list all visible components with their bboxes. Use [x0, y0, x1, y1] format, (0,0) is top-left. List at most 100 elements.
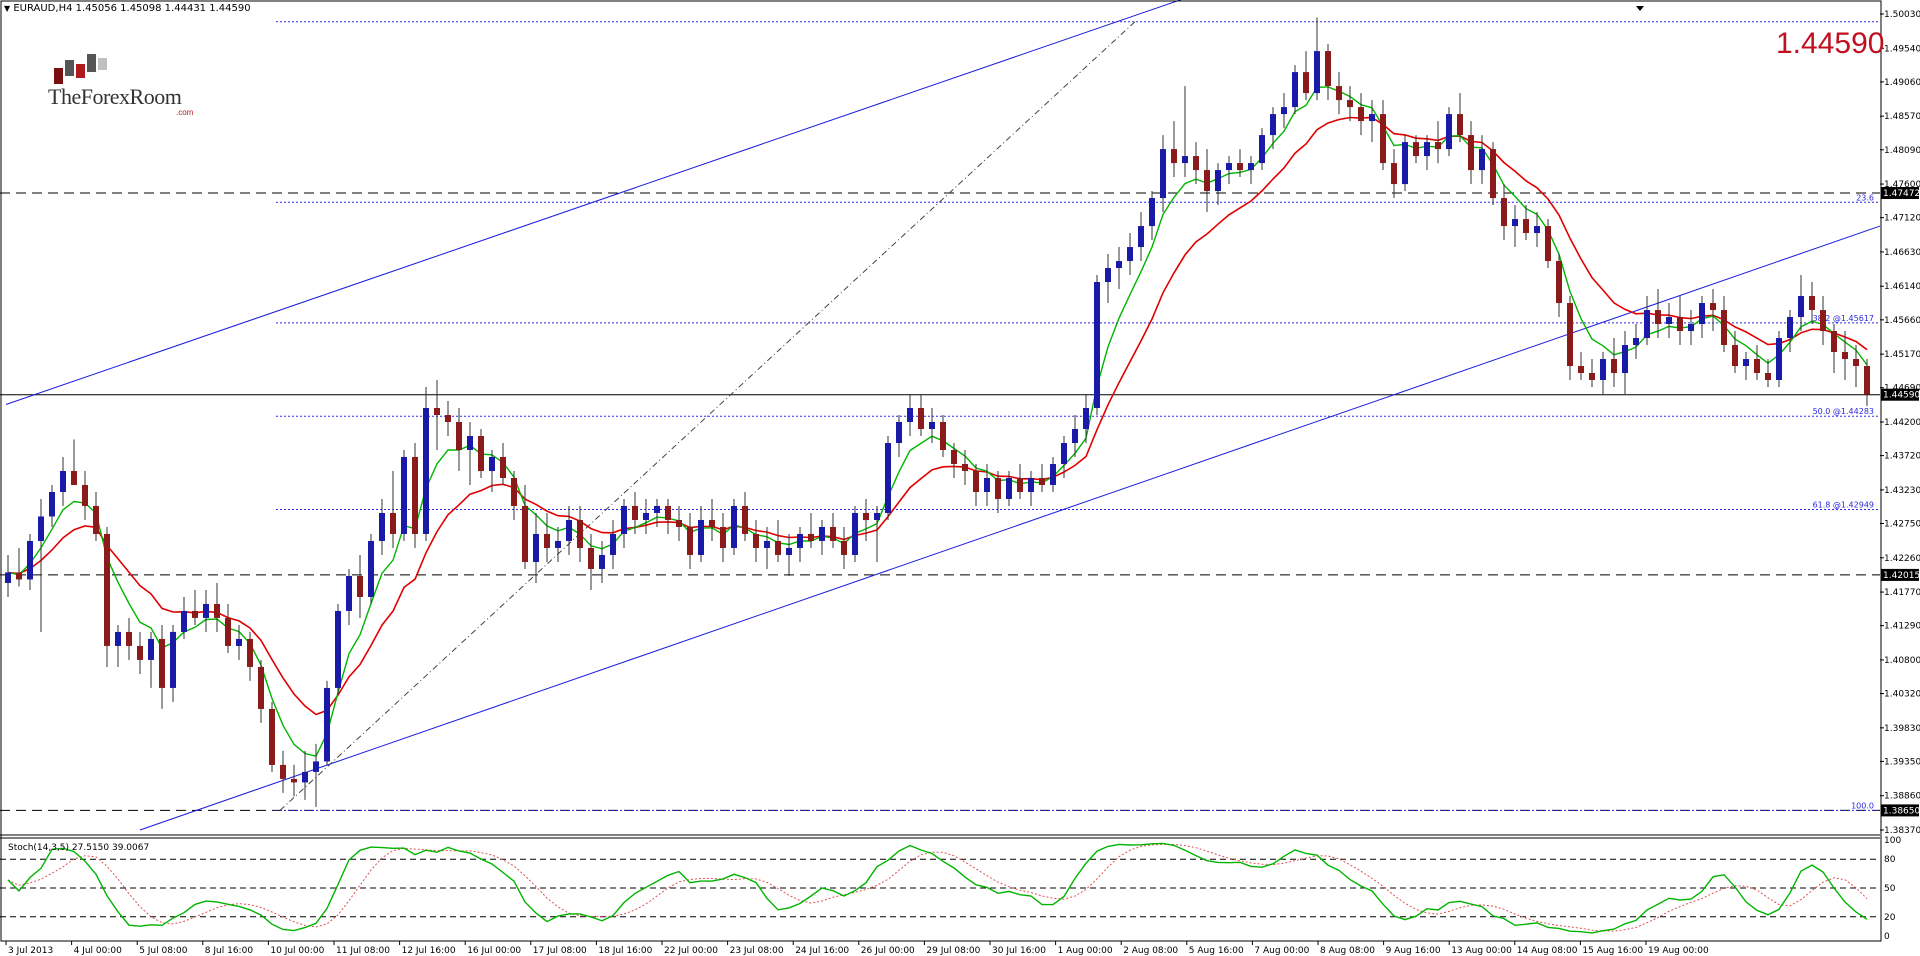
candle-body [1270, 114, 1276, 136]
candle-body [797, 533, 803, 548]
candle-body [104, 533, 110, 646]
y-tick-label: 1.46630 [1884, 248, 1920, 258]
x-tick-label: 10 Jul 00:00 [270, 946, 324, 956]
candle-body [599, 554, 605, 569]
candle-body [148, 638, 154, 660]
candle-body [93, 505, 99, 534]
candle-body [456, 422, 462, 450]
candle-body [1380, 114, 1386, 164]
ma-fast-line [7, 86, 1868, 758]
candle-body [1765, 373, 1771, 381]
candle-body [1710, 303, 1716, 311]
x-tick-label: 3 Jul 2013 [8, 946, 53, 956]
y-tick-label: 1.43230 [1884, 486, 1920, 496]
candle-body [1699, 303, 1705, 325]
candle-body [1292, 72, 1298, 108]
candle-body [1061, 442, 1067, 464]
y-tick-label: 1.47600 [1884, 180, 1920, 190]
candle-body [786, 547, 792, 555]
candle-body [1182, 156, 1188, 164]
y-tick-label: 1.47120 [1884, 214, 1920, 224]
candle-body [1424, 142, 1430, 157]
x-tick-label: 15 Aug 16:00 [1582, 946, 1643, 956]
ma-slow-line [7, 116, 1868, 716]
x-tick-label: 1 Aug 00:00 [1058, 946, 1113, 956]
y-tick-label: 1.42260 [1884, 554, 1920, 564]
y-tick-label: 1.38860 [1884, 792, 1920, 802]
candle-body [907, 408, 913, 422]
candle-body [533, 533, 539, 562]
candle-body [1853, 359, 1859, 367]
x-tick-label: 26 Jul 00:00 [861, 946, 915, 956]
candle-body [544, 533, 550, 548]
stoch-label: Stoch(14,3,5) 27.5150 39.0067 [8, 843, 150, 853]
candle-body [170, 631, 176, 688]
candle-body [632, 505, 638, 520]
candle-body [1479, 149, 1485, 171]
scroll-marker-icon [1636, 6, 1644, 11]
candle-body [1193, 156, 1199, 171]
candle-body [335, 610, 341, 688]
candle-body [665, 505, 671, 520]
fib-level-label: 23.6 [1856, 193, 1874, 202]
candle-body [1083, 408, 1089, 429]
candle-body [1006, 477, 1012, 499]
candle-body [324, 687, 330, 762]
candle-body [258, 666, 264, 709]
logo-forex: Forex [80, 84, 130, 109]
dropdown-icon[interactable]: ▼ [4, 4, 11, 13]
candle-body [1633, 338, 1639, 346]
candle-body [1215, 170, 1221, 192]
candle-body [27, 540, 33, 580]
x-tick-label: 14 Aug 08:00 [1517, 946, 1578, 956]
key-level-tag [1881, 804, 1919, 817]
candle-body [1160, 149, 1166, 199]
candle-body [445, 415, 451, 422]
candle-body [1347, 100, 1353, 108]
candle-body [1072, 428, 1078, 443]
logo-bars-icon [54, 54, 107, 84]
candle-body [1490, 149, 1496, 199]
candle-body [1578, 366, 1584, 374]
candle-body [313, 761, 319, 772]
candle-body [159, 638, 165, 688]
candle-body [247, 638, 253, 667]
y-tick-label: 1.49060 [1884, 78, 1920, 88]
candle-body [676, 519, 682, 527]
candle-body [1534, 226, 1540, 234]
candle-body [874, 512, 880, 520]
x-tick-label: 23 Jul 08:00 [730, 946, 784, 956]
y-tick-label: 1.39830 [1884, 724, 1920, 734]
x-tick-label: 4 Jul 00:00 [74, 946, 123, 956]
x-tick-label: 24 Jul 16:00 [795, 946, 849, 956]
candle-body [918, 408, 924, 429]
x-tick-label: 29 Jul 08:00 [926, 946, 980, 956]
candle-body [1842, 352, 1848, 360]
symbol-header: ▼ EURAUD,H4 1.45056 1.45098 1.44431 1.44… [4, 3, 251, 14]
y-tick-label: 1.39350 [1884, 757, 1920, 767]
candle-body [720, 526, 726, 548]
candle-body [1116, 261, 1122, 269]
stoch-level-label: 50 [1884, 884, 1896, 894]
x-tick-label: 19 Aug 00:00 [1648, 946, 1709, 956]
x-tick-label: 7 Aug 00:00 [1254, 946, 1309, 956]
candle-body [654, 505, 660, 513]
candle-body [379, 512, 385, 541]
candle-body [1666, 317, 1672, 325]
candle-body [192, 610, 198, 618]
candle-body [357, 575, 363, 597]
candle-body [753, 533, 759, 548]
candle-body [1622, 345, 1628, 374]
y-tick-label: 1.48570 [1884, 112, 1920, 122]
candle-body [1545, 226, 1551, 262]
candle-body [181, 610, 187, 632]
candle-body [1677, 317, 1683, 332]
candle-body [555, 540, 561, 548]
candle-body [302, 771, 308, 783]
x-tick-label: 8 Jul 16:00 [205, 946, 254, 956]
logo-room: Room [129, 84, 182, 109]
candle-body [1688, 324, 1694, 332]
candle-body [401, 456, 407, 534]
